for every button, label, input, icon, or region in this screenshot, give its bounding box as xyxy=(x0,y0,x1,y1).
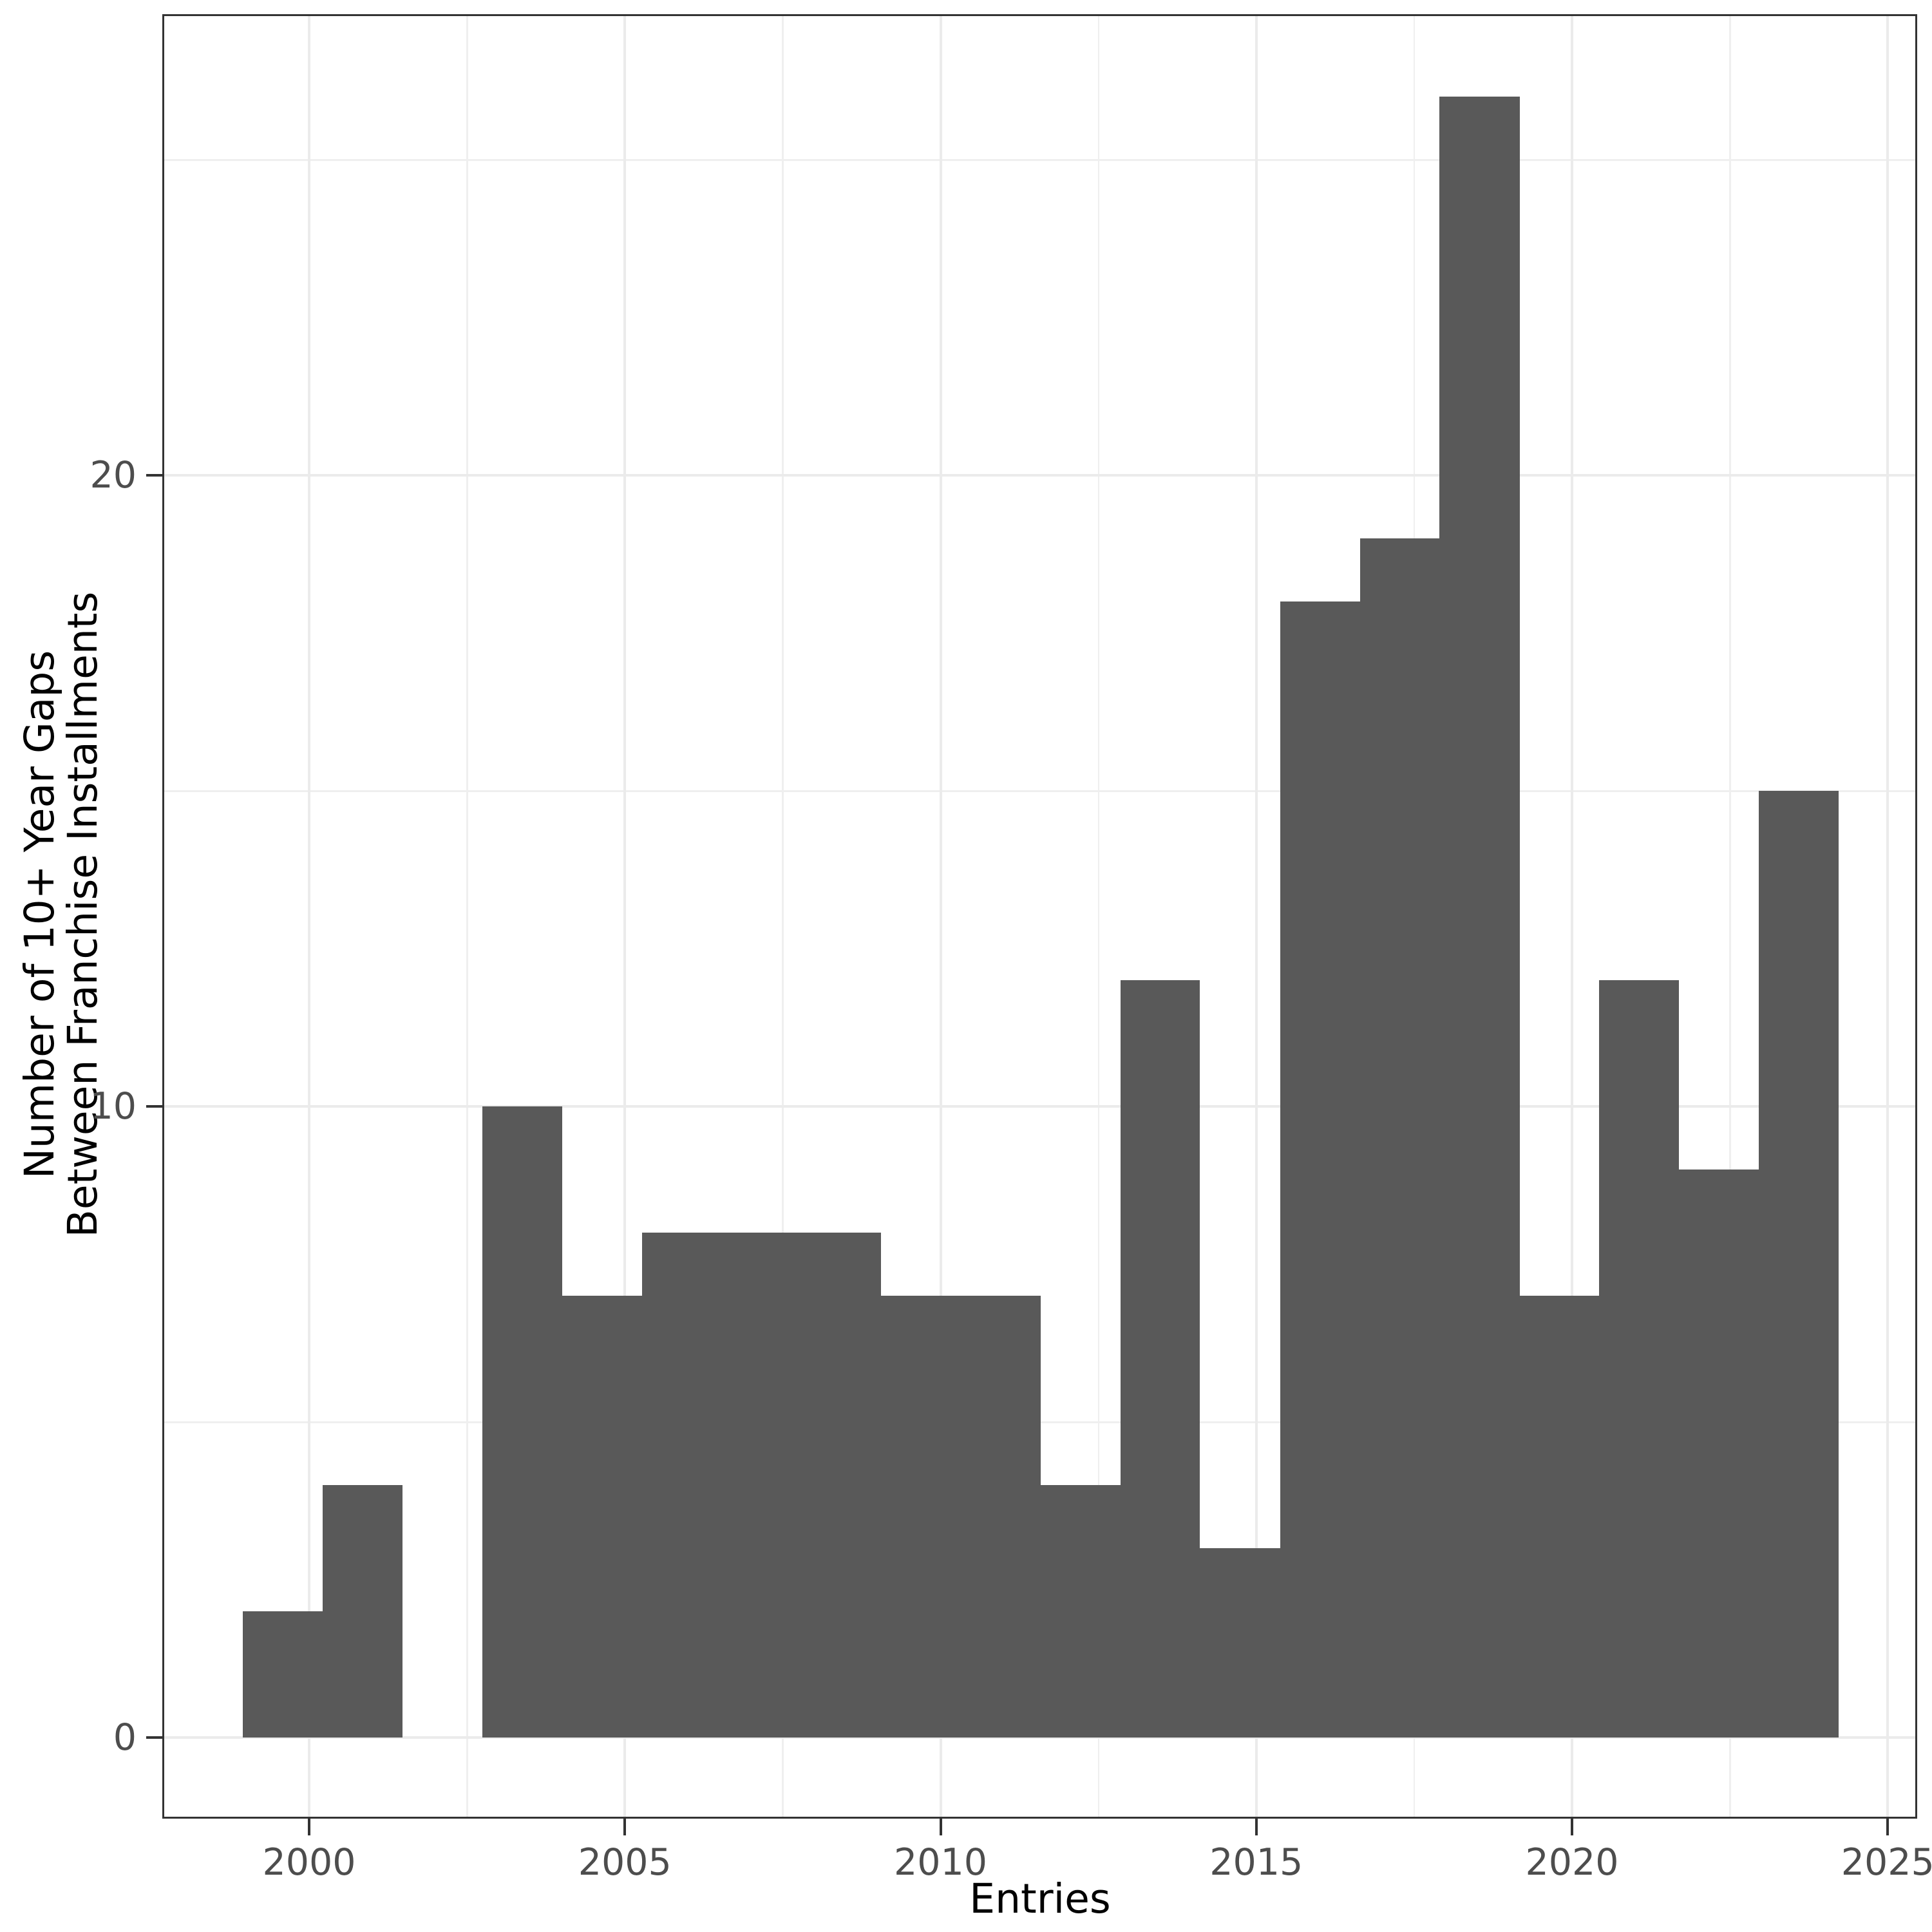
grid-minor-horizontal xyxy=(163,159,1917,161)
grid-major-vertical xyxy=(939,15,942,1819)
grid-major-horizontal xyxy=(163,1105,1917,1108)
histogram-bar xyxy=(960,1296,1041,1738)
x-tick-label: 2020 xyxy=(1525,1841,1619,1884)
histogram-bar xyxy=(1439,97,1520,1738)
x-axis-tick xyxy=(939,1819,942,1835)
y-axis-title: Number of 10+ Year Gaps Between Franchis… xyxy=(16,591,106,1238)
histogram-bar xyxy=(641,1233,722,1738)
grid-major-vertical xyxy=(1571,15,1573,1819)
x-axis-tick xyxy=(1255,1819,1258,1835)
grid-minor-vertical xyxy=(782,15,784,1819)
x-axis-tick xyxy=(1886,1819,1889,1835)
histogram-bar xyxy=(881,1296,961,1738)
grid-minor-horizontal xyxy=(163,790,1917,792)
grid-minor-vertical xyxy=(1097,15,1100,1819)
x-tick-label: 2025 xyxy=(1841,1841,1932,1884)
grid-major-vertical xyxy=(1886,15,1889,1819)
histogram-bar xyxy=(1678,1170,1759,1738)
y-tick-label: 10 xyxy=(90,1085,137,1128)
y-tick-label: 0 xyxy=(113,1716,137,1759)
x-axis-tick xyxy=(623,1819,627,1835)
y-axis-tick xyxy=(146,1105,163,1108)
x-tick-label: 2000 xyxy=(262,1841,356,1884)
x-tick-label: 2005 xyxy=(578,1841,672,1884)
histogram-bar xyxy=(1599,980,1679,1738)
grid-major-horizontal xyxy=(163,1736,1917,1739)
x-tick-label: 2010 xyxy=(893,1841,988,1884)
grid-minor-vertical xyxy=(1729,15,1731,1819)
x-axis-tick xyxy=(1571,1819,1573,1835)
histogram-bar xyxy=(801,1233,882,1738)
x-tick-label: 2015 xyxy=(1209,1841,1303,1884)
histogram-bar xyxy=(1280,601,1360,1738)
histogram-bar xyxy=(562,1296,642,1738)
histogram-bar xyxy=(1359,538,1440,1738)
y-axis-tick xyxy=(146,1736,163,1739)
x-axis-title: Entries xyxy=(969,1875,1111,1922)
y-axis-title-line1: Number of 10+ Year Gaps xyxy=(16,650,63,1179)
grid-major-vertical xyxy=(308,15,310,1819)
histogram-bar xyxy=(1041,1485,1121,1738)
grid-major-horizontal xyxy=(163,474,1917,477)
histogram-bar xyxy=(322,1485,403,1738)
grid-minor-vertical xyxy=(466,15,468,1819)
x-axis-tick xyxy=(308,1819,310,1835)
y-tick-label: 20 xyxy=(90,454,137,497)
histogram-bar xyxy=(243,1611,323,1738)
plot-panel xyxy=(163,15,1917,1819)
grid-major-vertical xyxy=(623,15,627,1819)
y-axis-title-line2: Between Franchise Installments xyxy=(59,591,106,1238)
y-axis-tick xyxy=(146,474,163,477)
histogram-bar xyxy=(721,1233,802,1738)
histogram-bar xyxy=(1759,791,1839,1738)
grid-major-vertical xyxy=(1255,15,1258,1819)
histogram-bar xyxy=(1200,1548,1280,1738)
histogram-bar xyxy=(482,1106,563,1738)
histogram-bar xyxy=(1120,980,1200,1738)
histogram-bar xyxy=(1519,1296,1600,1738)
